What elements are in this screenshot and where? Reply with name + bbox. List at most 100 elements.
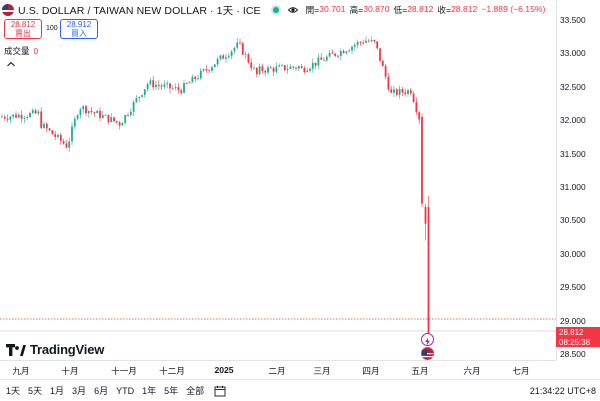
candle-body: [415, 102, 418, 113]
range-3m-button[interactable]: 3月: [72, 386, 87, 396]
candle-body: [219, 55, 222, 59]
candle-body: [59, 134, 62, 141]
candle-body: [110, 117, 113, 123]
candlestick-chart[interactable]: [0, 0, 556, 360]
price-axis[interactable]: 33.500 33.000 32.500 32.000 31.500 31.000 30.5…: [556, 0, 600, 360]
candle-body: [325, 56, 328, 61]
candle-body: [51, 130, 54, 135]
us-flag-icon: [2, 4, 14, 16]
candle-body: [351, 46, 353, 51]
eye-icon[interactable]: [287, 5, 298, 15]
price-tick-label: 28.500: [560, 349, 586, 359]
candle-body: [96, 110, 99, 114]
range-1y-button[interactable]: 1年: [142, 386, 157, 396]
candle-body: [387, 76, 390, 90]
candle-body: [390, 89, 393, 93]
candle-body: [197, 78, 199, 80]
candle-body: [258, 66, 261, 75]
candle-body: [289, 66, 292, 69]
price-tick-label: 32.500: [560, 81, 586, 92]
candle-body: [323, 59, 325, 61]
candle-body: [79, 109, 82, 116]
range-6m-button[interactable]: 6月: [94, 386, 109, 396]
time-tick-label: 十二月: [159, 366, 185, 376]
candle-body: [17, 114, 20, 118]
buy-button[interactable]: 28.912 買入: [60, 19, 98, 39]
time-tick-label: 六月: [463, 366, 481, 376]
candle-body: [45, 123, 48, 129]
tradingview-logo[interactable]: TradingView: [6, 342, 104, 357]
candle-body: [239, 42, 241, 44]
last-price-badge: 28.812 08:25:38: [556, 327, 600, 347]
candle-body: [43, 123, 45, 128]
sell-button[interactable]: 28.812 賣出: [4, 19, 42, 39]
chevron-up-icon[interactable]: [4, 58, 18, 70]
candle-body: [216, 58, 219, 65]
candle-body: [233, 47, 236, 52]
candle-body: [191, 76, 194, 83]
candle-body: [376, 41, 379, 49]
symbol-title[interactable]: U.S. DOLLAR / TAIWAN NEW DOLLAR · 1天 · I…: [18, 4, 261, 17]
candle-body: [118, 122, 121, 126]
candle-body: [160, 85, 163, 87]
range-1d-button[interactable]: 1天: [6, 386, 21, 396]
range-ytd-button[interactable]: YTD: [116, 385, 135, 396]
candle-body: [320, 57, 323, 60]
candle-body: [418, 112, 421, 120]
candle-body: [370, 39, 373, 42]
candle-body: [31, 110, 34, 113]
price-tick-label: 29.000: [560, 315, 586, 326]
tradingview-logo-icon: [6, 343, 26, 356]
range-5y-button[interactable]: 5年: [164, 386, 179, 396]
candle-body: [180, 90, 183, 93]
volume-value: 0: [33, 46, 39, 56]
candle-body: [379, 48, 381, 61]
time-tick-label: 五月: [411, 366, 429, 376]
calendar-range-icon[interactable]: [214, 385, 226, 397]
market-status-icon: [272, 7, 279, 13]
candle-body: [9, 116, 12, 120]
candle-body: [26, 117, 29, 118]
candle-body: [295, 67, 297, 69]
candle-body: [407, 90, 409, 94]
close-value: 28.812: [451, 4, 478, 14]
candle-body: [12, 114, 15, 117]
lightning-event-icon[interactable]: [421, 333, 434, 346]
candle-body: [409, 90, 412, 94]
candle-body: [373, 39, 376, 42]
candle-body: [99, 110, 101, 118]
candle-body: [345, 51, 348, 54]
candle-body: [124, 115, 127, 123]
candle-body: [101, 115, 104, 118]
candle-body: [367, 40, 370, 42]
candle-body: [202, 69, 205, 71]
candle-body: [421, 116, 423, 204]
candle-body: [68, 141, 71, 148]
us-flag-event-icon[interactable]: [421, 347, 434, 360]
range-all-button[interactable]: 全部: [186, 386, 205, 396]
candle-body: [76, 115, 79, 119]
clock-timezone[interactable]: 21:34:22 UTC+8: [529, 386, 596, 396]
range-1m-button[interactable]: 1月: [50, 386, 65, 396]
candle-body: [199, 70, 202, 79]
range-5d-button[interactable]: 5天: [28, 386, 43, 396]
candle-body: [303, 68, 306, 73]
candle-body: [278, 65, 281, 67]
candle-body: [15, 114, 17, 118]
candle-body: [71, 126, 73, 142]
candle-body: [107, 114, 110, 123]
time-axis[interactable]: 九月 十月 十一月 十二月 2025 二月 三月 四月 五月 六月 七月: [0, 360, 556, 378]
candle-body: [104, 114, 107, 116]
candle-body: [255, 67, 258, 75]
price-tick-label: 31.000: [560, 182, 586, 192]
candle-body: [188, 82, 191, 84]
time-tick-label: 十月: [61, 366, 79, 376]
candle-body: [404, 92, 407, 94]
candle-body: [365, 40, 367, 43]
volume-legend[interactable]: 成交量 0: [4, 46, 39, 56]
candle-body: [185, 83, 188, 84]
candle-body: [73, 118, 76, 127]
candle-body: [85, 106, 87, 114]
candle-body: [146, 84, 149, 90]
candle-body: [138, 96, 141, 99]
